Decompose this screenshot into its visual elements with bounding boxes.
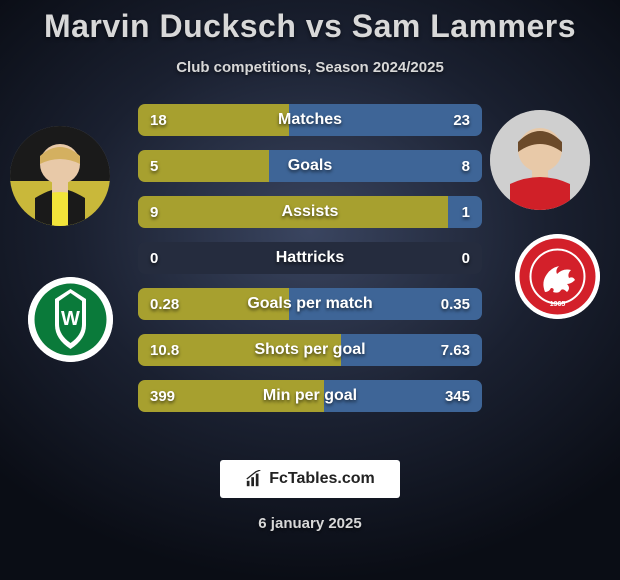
stat-label: Goals per match bbox=[138, 288, 482, 320]
chart-icon bbox=[245, 470, 263, 488]
stat-row: 10.87.63Shots per goal bbox=[138, 334, 482, 366]
stat-bars: 1823Matches 58Goals 91Assists 00Hattricks 0.… bbox=[138, 104, 482, 426]
player-right-photo bbox=[490, 110, 590, 210]
stat-label: Min per goal bbox=[138, 380, 482, 412]
svg-text:W: W bbox=[61, 308, 80, 330]
footer-brand: FcTables.com bbox=[220, 460, 400, 498]
stat-label: Matches bbox=[138, 104, 482, 136]
comparison-title: Marvin Ducksch vs Sam Lammers bbox=[0, 0, 620, 45]
stat-row: 1823Matches bbox=[138, 104, 482, 136]
stat-label: Assists bbox=[138, 196, 482, 228]
stat-row: 58Goals bbox=[138, 150, 482, 182]
stat-row: 0.280.35Goals per match bbox=[138, 288, 482, 320]
club-badge-left: W bbox=[28, 277, 113, 362]
player-left-photo bbox=[10, 126, 110, 226]
stat-row: 399345Min per goal bbox=[138, 380, 482, 412]
generation-date: 6 january 2025 bbox=[0, 515, 620, 532]
comparison-subtitle: Club competitions, Season 2024/2025 bbox=[0, 59, 620, 76]
stat-label: Goals bbox=[138, 150, 482, 182]
stat-label: Shots per goal bbox=[138, 334, 482, 366]
club-badge-right: 1965 bbox=[515, 234, 600, 319]
stat-row: 00Hattricks bbox=[138, 242, 482, 274]
stat-row: 91Assists bbox=[138, 196, 482, 228]
stat-label: Hattricks bbox=[138, 242, 482, 274]
comparison-main: W 1965 1823Matches 58Goals 91Assists 00Hatt… bbox=[0, 104, 620, 444]
footer-brand-text: FcTables.com bbox=[269, 470, 375, 488]
svg-text:1965: 1965 bbox=[550, 301, 566, 308]
